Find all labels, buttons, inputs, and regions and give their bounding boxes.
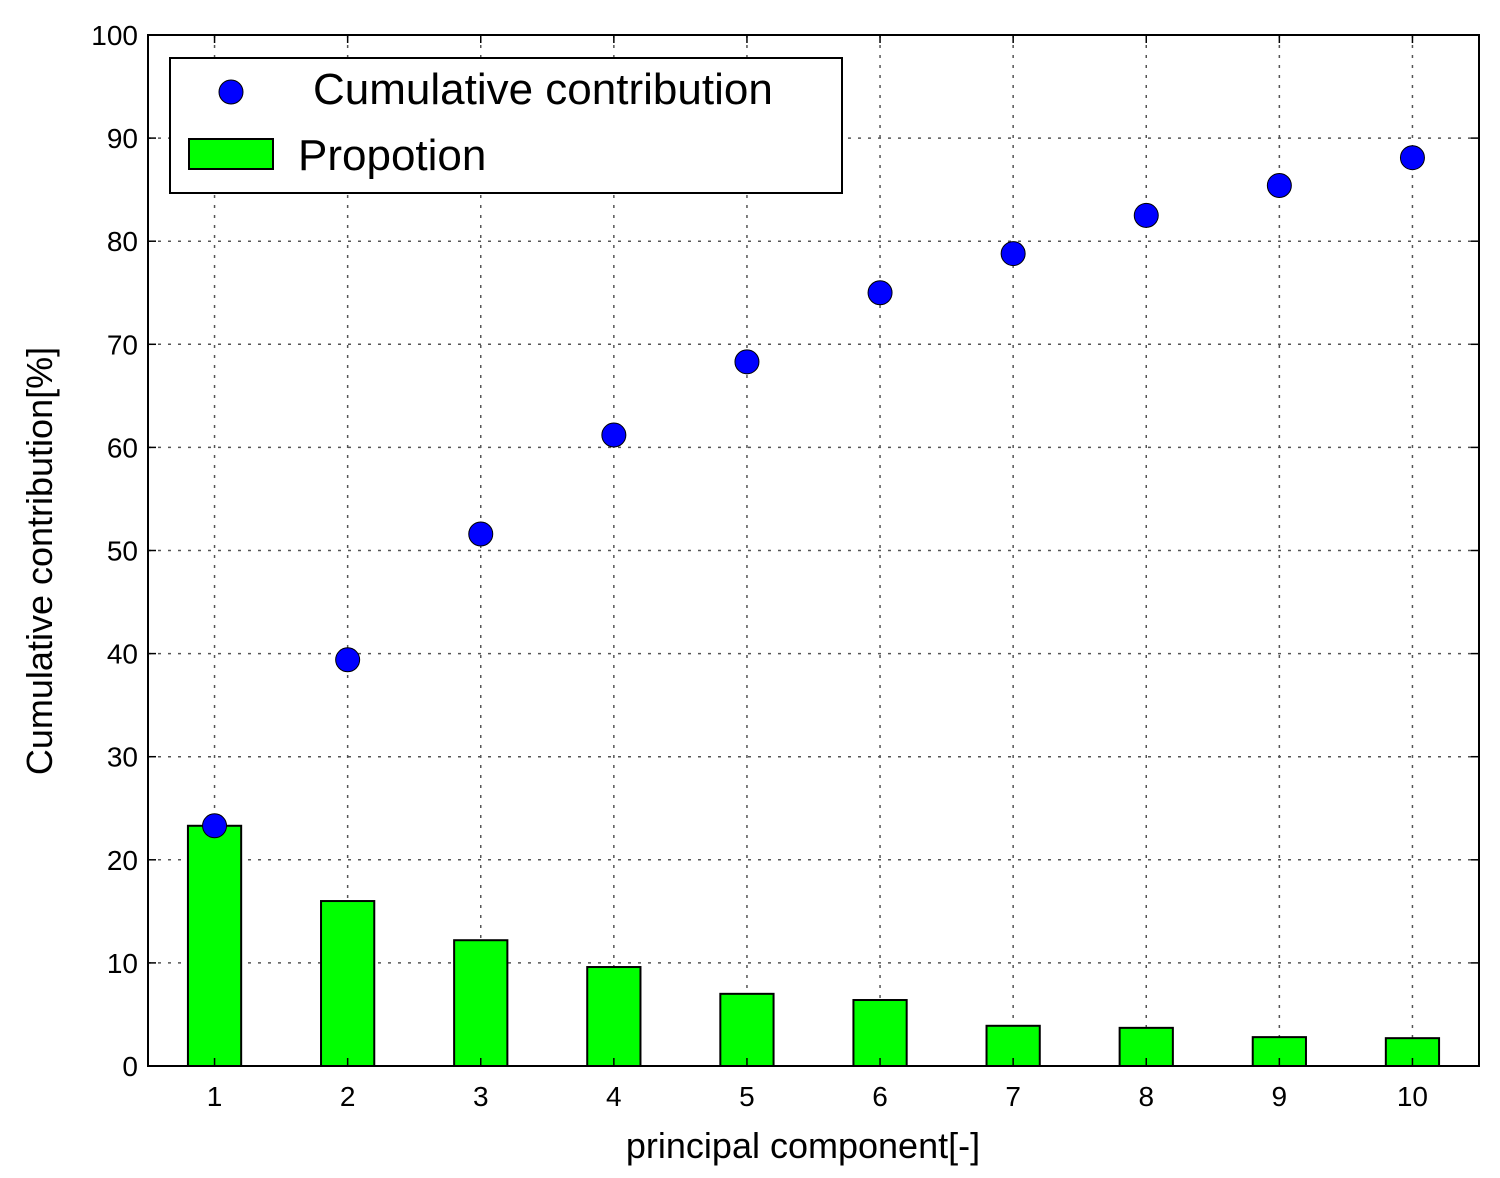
legend-box [169, 57, 843, 194]
x-tick-label-6: 6 [872, 1081, 888, 1112]
point-3 [468, 521, 494, 547]
bar-6 [852, 999, 908, 1067]
y-tick-label-100: 100 [91, 20, 138, 51]
y-tick-label-80: 80 [107, 226, 138, 257]
x-tick-label-2: 2 [340, 1081, 356, 1112]
point-6 [867, 280, 893, 306]
legend-marker-cumulative [218, 79, 244, 105]
y-tick-label-60: 60 [107, 432, 138, 463]
y-tick-label-70: 70 [107, 329, 138, 360]
y-axis-title: Cumulative contribution[%] [19, 347, 60, 775]
bar-1 [186, 824, 243, 1067]
y-tick-label-90: 90 [107, 123, 138, 154]
x-axis-title: principal component[-] [626, 1125, 980, 1166]
x-tick-label-9: 9 [1272, 1081, 1288, 1112]
point-1 [202, 813, 228, 839]
point-9 [1266, 173, 1292, 199]
point-8 [1133, 202, 1159, 228]
point-10 [1399, 145, 1425, 171]
legend-marker-propotion [188, 138, 274, 170]
y-tick-label-50: 50 [107, 536, 138, 567]
point-4 [601, 422, 627, 448]
y-tick-label-0: 0 [122, 1051, 138, 1082]
y-tick-label-10: 10 [107, 948, 138, 979]
bar-2 [320, 900, 376, 1067]
x-tick-labels: 1 2 3 4 5 6 7 8 9 10 [207, 1081, 1428, 1112]
x-tick-label-10: 10 [1397, 1081, 1428, 1112]
y-tick-label-20: 20 [107, 845, 138, 876]
y-tick-label-40: 40 [107, 639, 138, 670]
scatter-series [202, 145, 1425, 839]
x-tick-label-5: 5 [739, 1081, 755, 1112]
x-tick-label-8: 8 [1138, 1081, 1154, 1112]
point-5 [734, 349, 760, 375]
bar-5 [719, 992, 775, 1068]
legend: Cumulative contribution Propotion [169, 57, 843, 194]
legend-label-propotion: Propotion [298, 131, 486, 180]
bar-4 [586, 966, 642, 1067]
legend-label-cumulative: Cumulative contribution [313, 65, 773, 114]
x-tick-label-7: 7 [1005, 1081, 1021, 1112]
axis-ticks [148, 34, 1479, 1067]
point-2 [335, 647, 361, 673]
y-tick-label-30: 30 [107, 742, 138, 773]
y-tick-labels: 0 10 20 30 40 50 60 70 80 90 100 [91, 20, 138, 1082]
bar-series [186, 824, 1441, 1068]
point-7 [1000, 241, 1026, 267]
x-tick-label-1: 1 [207, 1081, 223, 1112]
x-tick-label-3: 3 [473, 1081, 489, 1112]
x-tick-label-4: 4 [606, 1081, 622, 1112]
bar-3 [453, 939, 509, 1068]
